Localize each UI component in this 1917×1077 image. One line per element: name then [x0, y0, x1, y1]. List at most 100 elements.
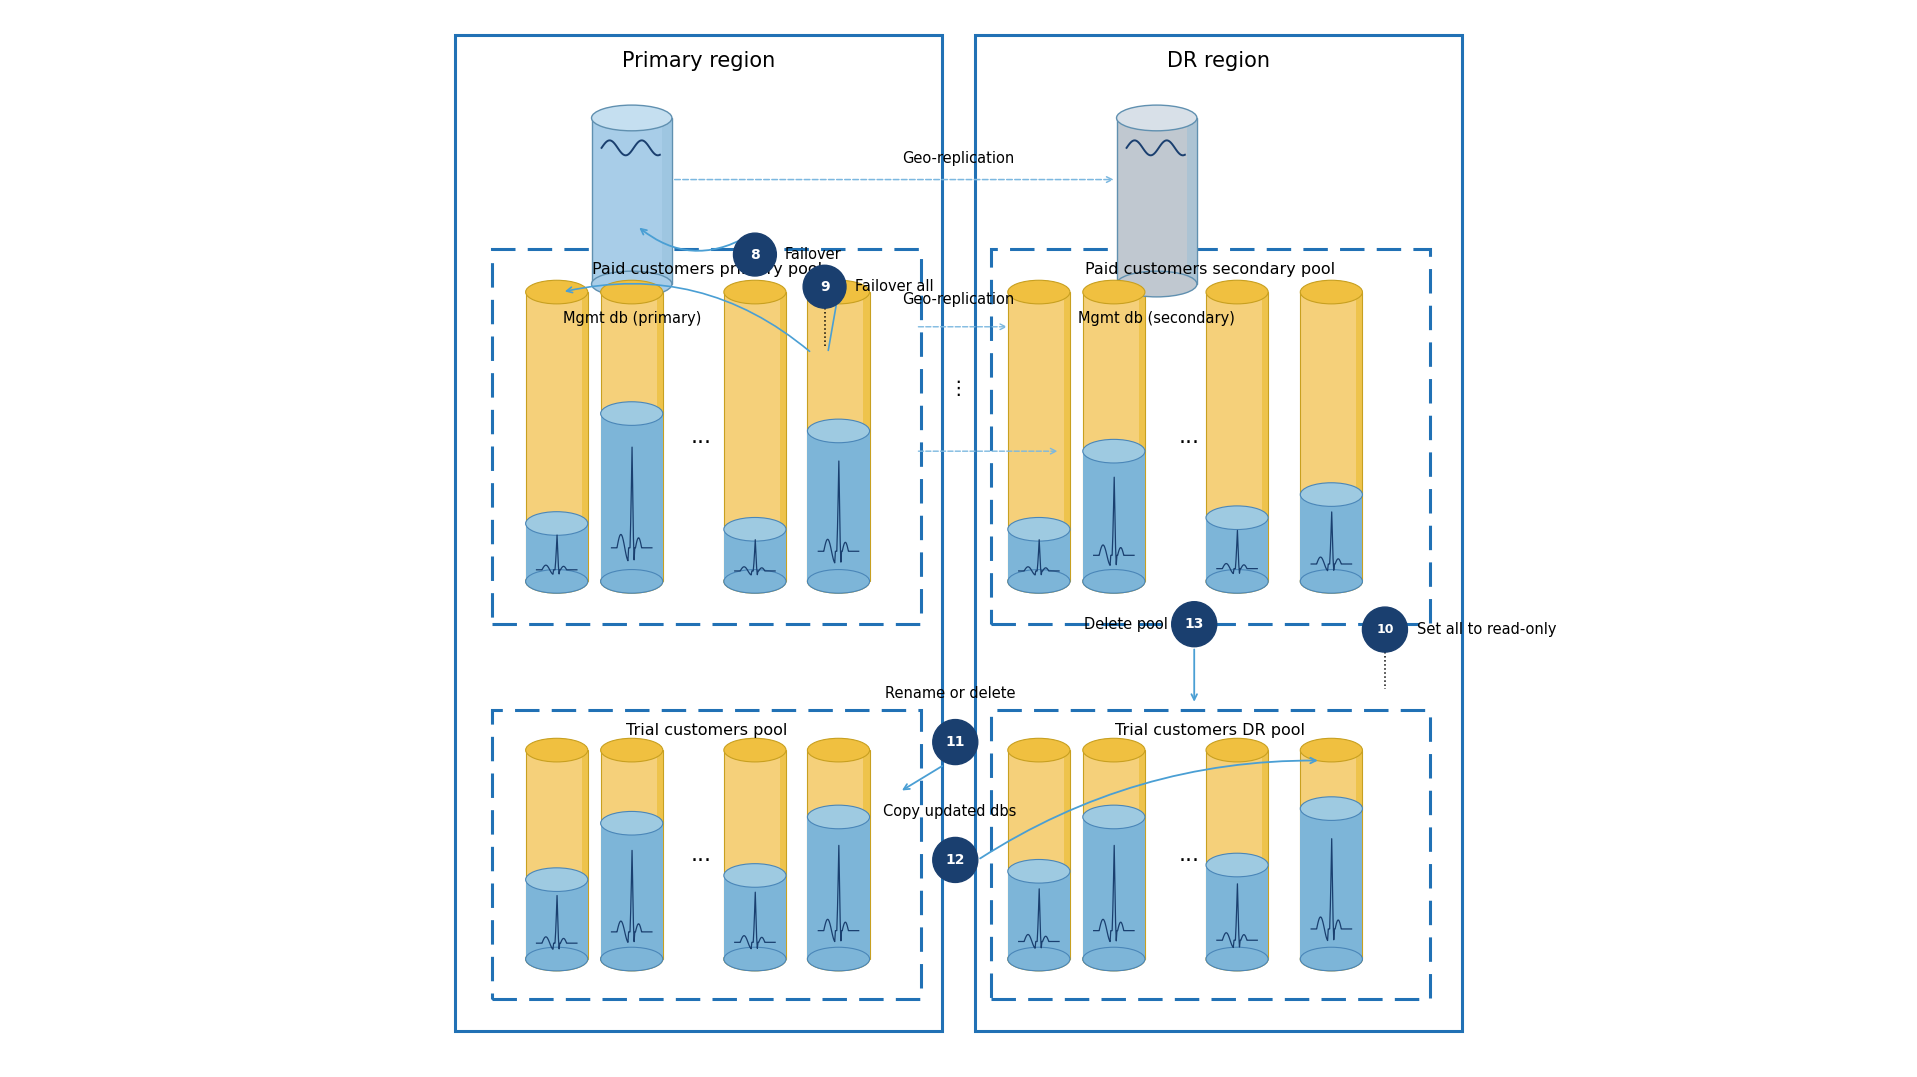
Text: Geo-replication: Geo-replication — [903, 151, 1014, 166]
Polygon shape — [1064, 292, 1070, 582]
Ellipse shape — [807, 948, 870, 970]
Polygon shape — [661, 118, 671, 284]
Ellipse shape — [1083, 439, 1144, 463]
Polygon shape — [1083, 750, 1144, 959]
Polygon shape — [592, 118, 671, 284]
Ellipse shape — [1206, 948, 1269, 970]
Text: Primary region: Primary region — [621, 51, 774, 71]
Circle shape — [934, 838, 978, 882]
Polygon shape — [581, 292, 589, 582]
Polygon shape — [725, 876, 786, 959]
Polygon shape — [1261, 750, 1269, 959]
Ellipse shape — [725, 280, 786, 304]
Ellipse shape — [1300, 280, 1363, 304]
Polygon shape — [1206, 518, 1269, 582]
Ellipse shape — [1083, 570, 1144, 593]
Polygon shape — [1083, 292, 1144, 582]
Polygon shape — [863, 292, 870, 582]
Polygon shape — [1355, 750, 1363, 959]
Ellipse shape — [1083, 948, 1144, 970]
Text: Rename or delete: Rename or delete — [884, 686, 1016, 701]
Ellipse shape — [1083, 280, 1144, 304]
Ellipse shape — [525, 948, 589, 970]
Polygon shape — [1139, 750, 1144, 959]
Polygon shape — [807, 750, 870, 959]
Ellipse shape — [525, 868, 589, 892]
Ellipse shape — [1008, 517, 1070, 541]
Text: Copy updated dbs: Copy updated dbs — [884, 805, 1016, 820]
Polygon shape — [807, 817, 870, 959]
Polygon shape — [656, 292, 663, 582]
Ellipse shape — [725, 948, 786, 970]
Text: Delete pool: Delete pool — [1083, 617, 1167, 632]
Ellipse shape — [1206, 506, 1269, 530]
Ellipse shape — [1300, 797, 1363, 821]
Ellipse shape — [600, 739, 663, 761]
Polygon shape — [581, 750, 589, 959]
Text: Trial customers pool: Trial customers pool — [627, 723, 788, 738]
Ellipse shape — [807, 570, 870, 593]
Polygon shape — [1008, 750, 1070, 959]
Text: Mgmt db (secondary): Mgmt db (secondary) — [1077, 311, 1235, 326]
Polygon shape — [1187, 118, 1196, 284]
Ellipse shape — [725, 570, 786, 593]
Ellipse shape — [1008, 570, 1070, 593]
Ellipse shape — [1206, 570, 1269, 593]
Ellipse shape — [1008, 570, 1070, 593]
Ellipse shape — [807, 419, 870, 443]
Ellipse shape — [1008, 280, 1070, 304]
Circle shape — [803, 265, 845, 308]
Text: ...: ... — [1179, 426, 1200, 447]
Text: Set all to read-only: Set all to read-only — [1417, 623, 1557, 638]
Polygon shape — [1116, 118, 1196, 284]
Ellipse shape — [1300, 739, 1363, 761]
Polygon shape — [725, 750, 786, 959]
Ellipse shape — [1008, 859, 1070, 883]
Ellipse shape — [725, 570, 786, 593]
Ellipse shape — [725, 864, 786, 887]
Polygon shape — [725, 529, 786, 582]
Text: ...: ... — [690, 844, 711, 865]
Ellipse shape — [1300, 948, 1363, 970]
Polygon shape — [1083, 451, 1144, 582]
Ellipse shape — [1116, 271, 1196, 297]
Polygon shape — [525, 292, 589, 582]
Polygon shape — [600, 292, 663, 582]
Ellipse shape — [725, 517, 786, 541]
Polygon shape — [1008, 292, 1070, 582]
Ellipse shape — [1008, 948, 1070, 970]
Ellipse shape — [807, 739, 870, 761]
Text: Mgmt db (primary): Mgmt db (primary) — [562, 311, 702, 326]
Ellipse shape — [1083, 739, 1144, 761]
Polygon shape — [600, 414, 663, 582]
Polygon shape — [1300, 292, 1363, 582]
Ellipse shape — [525, 570, 589, 593]
Text: 10: 10 — [1376, 624, 1394, 637]
Polygon shape — [1300, 809, 1363, 959]
Ellipse shape — [592, 106, 671, 130]
Polygon shape — [1139, 292, 1144, 582]
Text: ⋮: ⋮ — [949, 379, 968, 398]
Text: Paid customers primary pool: Paid customers primary pool — [592, 262, 822, 277]
Polygon shape — [725, 292, 786, 582]
Ellipse shape — [807, 948, 870, 970]
Circle shape — [934, 719, 978, 765]
Polygon shape — [863, 750, 870, 959]
Polygon shape — [1206, 292, 1269, 582]
Polygon shape — [1064, 750, 1070, 959]
Polygon shape — [807, 292, 870, 582]
Polygon shape — [525, 750, 589, 959]
Ellipse shape — [1206, 739, 1269, 761]
Ellipse shape — [1300, 482, 1363, 506]
Ellipse shape — [1300, 570, 1363, 593]
Ellipse shape — [600, 948, 663, 970]
Polygon shape — [1008, 871, 1070, 959]
Ellipse shape — [600, 570, 663, 593]
Ellipse shape — [1206, 570, 1269, 593]
Ellipse shape — [592, 271, 671, 297]
Ellipse shape — [1300, 570, 1363, 593]
Text: Trial customers DR pool: Trial customers DR pool — [1116, 723, 1305, 738]
Ellipse shape — [1300, 948, 1363, 970]
Text: 12: 12 — [945, 853, 964, 867]
Ellipse shape — [525, 570, 589, 593]
